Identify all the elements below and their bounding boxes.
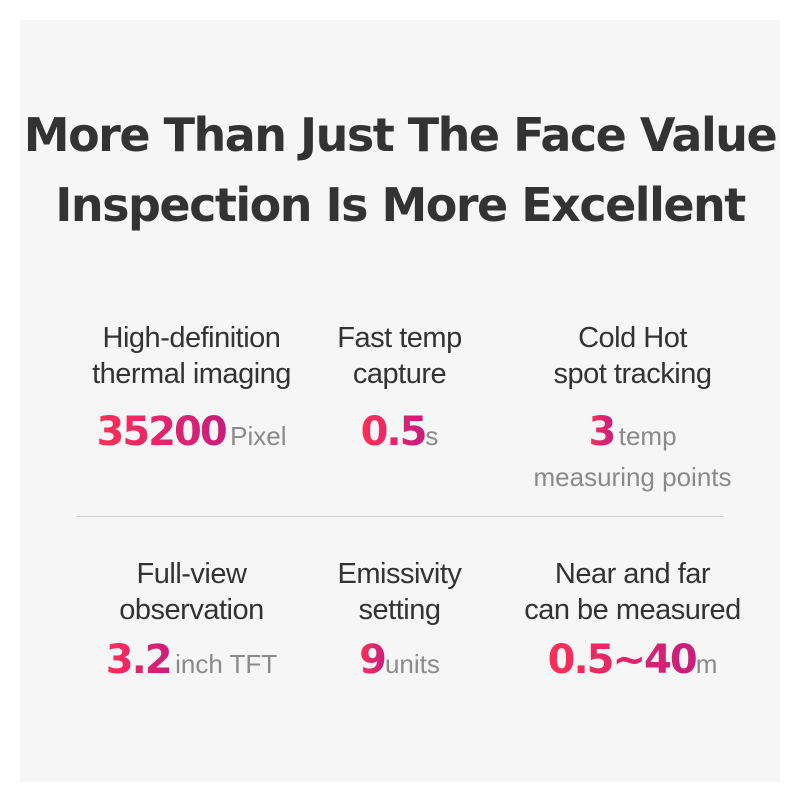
feature-label-line-1: Full-view bbox=[136, 558, 247, 590]
feature-unit: Pixel bbox=[230, 421, 287, 451]
feature-label-line-1: High-definition bbox=[102, 322, 281, 354]
feature-value: 35200 bbox=[96, 409, 228, 455]
feature-value: 0.5~40 bbox=[547, 637, 698, 683]
feature-value-line: 0.5s bbox=[273, 412, 526, 461]
feature-unit: m bbox=[695, 649, 718, 679]
feature-label: Emissivity setting bbox=[273, 556, 526, 628]
feature-label: Near and far can be measured bbox=[506, 556, 759, 628]
feature-panel: More Than Just The Face Value Inspection… bbox=[20, 20, 780, 782]
feature-value-line: 35200 Pixel bbox=[65, 412, 318, 461]
feature-unit: s bbox=[425, 421, 439, 451]
feature-value: 0.5 bbox=[360, 409, 428, 455]
feature-spot-tracking: Cold Hot spot tracking 3 temp measuring … bbox=[506, 320, 759, 493]
feature-value-line: 3 temp measuring points bbox=[506, 412, 759, 493]
feature-label-line-1: Near and far bbox=[554, 558, 711, 590]
feature-thermal-imaging: High-definition thermal imaging 35200 Pi… bbox=[65, 320, 318, 461]
headline-line-1: More Than Just The Face Value bbox=[23, 108, 778, 162]
headline-line-2: Inspection Is More Excellent bbox=[55, 178, 746, 232]
feature-value-line: 0.5~40m bbox=[506, 640, 759, 689]
feature-label-line-2: observation bbox=[119, 594, 264, 626]
row-divider bbox=[76, 516, 724, 517]
feature-emissivity: Emissivity setting 9units bbox=[273, 556, 526, 689]
feature-label-line-2: thermal imaging bbox=[92, 358, 291, 390]
feature-unit: units bbox=[384, 649, 440, 679]
feature-unit-line-2: measuring points bbox=[533, 462, 732, 492]
feature-label-line-1: Emissivity bbox=[337, 558, 462, 590]
feature-label-line-2: setting bbox=[358, 594, 441, 626]
feature-value-line: 3.2 inch TFT bbox=[65, 640, 318, 689]
feature-label: Cold Hot spot tracking bbox=[506, 320, 759, 392]
feature-temp-capture: Fast temp capture 0.5s bbox=[273, 320, 526, 461]
feature-full-view: Full-view observation 3.2 inch TFT bbox=[65, 556, 318, 689]
feature-unit: inch TFT bbox=[175, 649, 278, 679]
feature-label: Full-view observation bbox=[65, 556, 318, 628]
feature-value: 3 bbox=[588, 409, 616, 455]
feature-label: High-definition thermal imaging bbox=[65, 320, 318, 392]
feature-value: 9 bbox=[359, 637, 387, 683]
feature-label-line-2: spot tracking bbox=[553, 358, 712, 390]
feature-label-line-1: Fast temp bbox=[337, 322, 462, 354]
feature-unit: temp bbox=[618, 421, 677, 451]
feature-measure-range: Near and far can be measured 0.5~40m bbox=[506, 556, 759, 689]
feature-label-line-1: Cold Hot bbox=[578, 322, 687, 354]
headline: More Than Just The Face Value Inspection… bbox=[20, 100, 780, 240]
feature-label: Fast temp capture bbox=[273, 320, 526, 392]
feature-value: 3.2 bbox=[105, 637, 173, 683]
feature-label-line-2: capture bbox=[352, 358, 447, 390]
feature-label-line-2: can be measured bbox=[524, 594, 741, 626]
feature-value-line: 9units bbox=[273, 640, 526, 689]
